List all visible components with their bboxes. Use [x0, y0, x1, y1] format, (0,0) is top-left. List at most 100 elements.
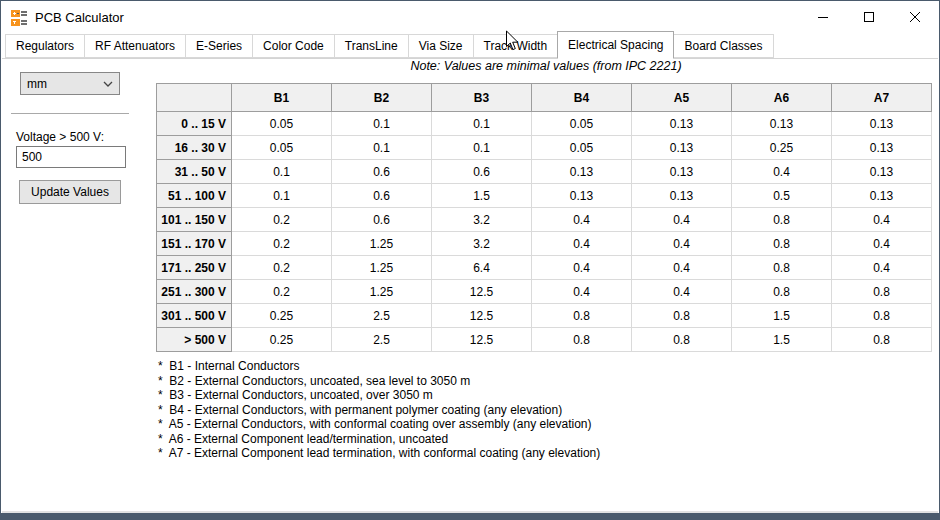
spacing-value-cell: 0.13 [832, 184, 932, 208]
column-header-a5: A5 [632, 84, 732, 112]
spacing-value-cell: 0.4 [532, 280, 632, 304]
spacing-value-cell: 0.4 [832, 232, 932, 256]
spacing-value-cell: 0.8 [732, 208, 832, 232]
maximize-button[interactable] [846, 2, 892, 33]
spacing-value-cell: 6.4 [432, 256, 532, 280]
spacing-value-cell: 0.8 [532, 328, 632, 352]
mouse-cursor [505, 30, 520, 52]
spacing-value-cell: 0.13 [632, 184, 732, 208]
table-corner-cell [157, 84, 232, 112]
column-header-b2: B2 [332, 84, 432, 112]
footnote-line: * A5 - External Conductors, with conform… [158, 417, 600, 432]
units-dropdown-value: mm [27, 77, 47, 91]
update-values-button[interactable]: Update Values [19, 180, 121, 204]
spacing-value-cell: 0.6 [332, 184, 432, 208]
spacing-value-cell: 0.6 [332, 208, 432, 232]
spacing-value-cell: 0.13 [632, 136, 732, 160]
row-header: 251 .. 300 V [157, 280, 232, 304]
row-header: 301 .. 500 V [157, 304, 232, 328]
spacing-value-cell: 1.25 [332, 256, 432, 280]
spacing-value-cell: 0.05 [532, 136, 632, 160]
column-header-b3: B3 [432, 84, 532, 112]
table-row: 251 .. 300 V0.21.2512.50.40.40.80.8 [157, 280, 932, 304]
spacing-value-cell: 0.13 [732, 112, 832, 136]
spacing-value-cell: 0.8 [532, 304, 632, 328]
spacing-value-cell: 0.1 [332, 136, 432, 160]
row-header: 16 .. 30 V [157, 136, 232, 160]
row-header: 31 .. 50 V [157, 160, 232, 184]
spacing-value-cell: 0.8 [632, 304, 732, 328]
table-row: 51 .. 100 V0.10.61.50.130.130.50.13 [157, 184, 932, 208]
table-row: 151 .. 170 V0.21.253.20.40.40.80.4 [157, 232, 932, 256]
tab-e-series[interactable]: E-Series [185, 34, 253, 58]
footnote-line: * B2 - External Conductors, uncoated, se… [158, 374, 600, 389]
table-row: 0 .. 15 V0.050.10.10.050.130.130.13 [157, 112, 932, 136]
tab-electrical-spacing[interactable]: Electrical Spacing [557, 31, 674, 59]
row-header: 101 .. 150 V [157, 208, 232, 232]
spacing-value-cell: 0.8 [832, 304, 932, 328]
app-window: PCB Calculator RegulatorsRF AttenuatorsE… [0, 0, 940, 520]
spacing-value-cell: 0.13 [532, 184, 632, 208]
spacing-value-cell: 0.25 [232, 304, 332, 328]
spacing-value-cell: 0.8 [832, 328, 932, 352]
table-header-row: B1B2B3B4A5A6A7 [157, 84, 932, 112]
spacing-value-cell: 0.05 [232, 112, 332, 136]
spacing-value-cell: 1.5 [732, 328, 832, 352]
spacing-value-cell: 1.25 [332, 280, 432, 304]
spacing-value-cell: 0.1 [432, 136, 532, 160]
tab-rf-attenuators[interactable]: RF Attenuators [84, 34, 186, 58]
footnote-line: * B1 - Internal Conductors [158, 359, 600, 374]
spacing-value-cell: 0.1 [232, 160, 332, 184]
table-row: 101 .. 150 V0.20.63.20.40.40.80.4 [157, 208, 932, 232]
spacing-value-cell: 2.5 [332, 304, 432, 328]
spacing-value-cell: 0.8 [732, 232, 832, 256]
spacing-value-cell: 0.1 [232, 184, 332, 208]
spacing-value-cell: 3.2 [432, 208, 532, 232]
tab-via-size[interactable]: Via Size [408, 34, 474, 58]
minimize-button[interactable] [800, 2, 846, 33]
spacing-value-cell: 0.13 [632, 112, 732, 136]
tab-board-classes[interactable]: Board Classes [673, 34, 773, 58]
spacing-value-cell: 0.4 [532, 208, 632, 232]
window-bottom-border [1, 513, 939, 519]
spacing-value-cell: 0.5 [732, 184, 832, 208]
spacing-value-cell: 0.4 [632, 280, 732, 304]
spacing-value-cell: 0.13 [832, 112, 932, 136]
tab-regulators[interactable]: Regulators [5, 34, 85, 58]
spacing-value-cell: 12.5 [432, 328, 532, 352]
chevron-down-icon [103, 81, 113, 87]
spacing-value-cell: 0.8 [832, 280, 932, 304]
row-header: 171 .. 250 V [157, 256, 232, 280]
column-header-a6: A6 [732, 84, 832, 112]
electrical-spacing-table: B1B2B3B4A5A6A7 0 .. 15 V0.050.10.10.050.… [156, 83, 932, 352]
maximize-icon [864, 12, 875, 23]
close-button[interactable] [892, 2, 938, 33]
spacing-value-cell: 0.13 [632, 160, 732, 184]
spacing-value-cell: 0.1 [332, 112, 432, 136]
row-header: 151 .. 170 V [157, 232, 232, 256]
units-dropdown[interactable]: mm [20, 72, 120, 95]
minimize-icon [818, 12, 829, 23]
spacing-value-cell: 0.2 [232, 280, 332, 304]
spacing-value-cell: 0.13 [832, 160, 932, 184]
spacing-value-cell: 0.25 [732, 136, 832, 160]
spacing-value-cell: 12.5 [432, 304, 532, 328]
row-header: 51 .. 100 V [157, 184, 232, 208]
table-row: 301 .. 500 V0.252.512.50.80.81.50.8 [157, 304, 932, 328]
spacing-value-cell: 0.4 [532, 256, 632, 280]
voltage-input[interactable] [16, 146, 126, 168]
footnotes: * B1 - Internal Conductors* B2 - Externa… [158, 359, 600, 461]
tab-color-code[interactable]: Color Code [252, 34, 335, 58]
window-title: PCB Calculator [35, 10, 124, 25]
spacing-value-cell: 0.4 [632, 232, 732, 256]
spacing-value-cell: 0.4 [732, 160, 832, 184]
spacing-value-cell: 1.5 [432, 184, 532, 208]
app-icon [11, 10, 27, 26]
close-icon [910, 12, 921, 23]
tab-transline[interactable]: TransLine [334, 34, 409, 58]
table-row: > 500 V0.252.512.50.80.81.50.8 [157, 328, 932, 352]
footnote-line: * B3 - External Conductors, uncoated, ov… [158, 388, 600, 403]
column-header-b4: B4 [532, 84, 632, 112]
footnote-line: * A6 - External Component lead/terminati… [158, 432, 600, 447]
row-header: > 500 V [157, 328, 232, 352]
